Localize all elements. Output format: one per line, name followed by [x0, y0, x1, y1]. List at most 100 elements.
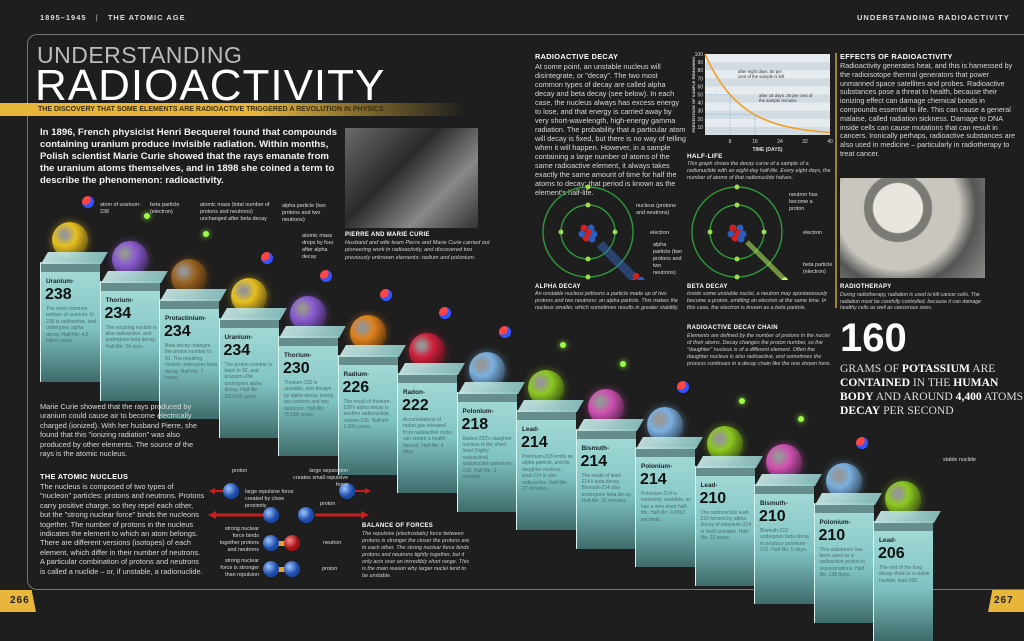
- curie-heading: PIERRE AND MARIE CURIE: [345, 231, 430, 239]
- electron-icon: [613, 230, 618, 235]
- electron-icon: [708, 230, 713, 235]
- label-beta: beta particle (electron): [150, 202, 192, 216]
- electron-icon: [735, 257, 740, 262]
- alpha-nucleus-label: nucleus (protons and neutrons): [636, 203, 678, 217]
- block-top: [220, 308, 287, 320]
- element-name: Bismuth-: [760, 500, 788, 507]
- y-axis-label: PERCENTAGE OF SAMPLE REMAINING: [691, 57, 696, 133]
- alpha-particle-icon: [439, 307, 451, 319]
- nuclide-description: The radionuclide lead-210 formed by alph…: [701, 510, 753, 542]
- halflife-heading: HALF-LIFE: [687, 153, 723, 161]
- beta-particle-label: beta particle (electron): [803, 262, 833, 276]
- page-number-right: 267: [988, 590, 1024, 612]
- beta-particle-icon: [739, 398, 745, 404]
- intro-paragraph: In 1896, French physicist Henri Becquere…: [40, 127, 340, 187]
- block-top: [339, 345, 406, 357]
- nucleon-icon: [583, 235, 590, 242]
- y-tick-label: 90: [697, 60, 703, 66]
- mass-number: 214: [640, 471, 667, 489]
- block-top: [815, 493, 882, 505]
- nuclide-block: Uranium- 234 The proton number is back t…: [219, 318, 279, 438]
- block-top: [755, 474, 822, 486]
- label-large-force: large repulsive force created by close p…: [245, 489, 305, 510]
- label-proton: proton: [322, 566, 337, 573]
- alpha-particle-label: alpha particle (two protons and two neut…: [653, 242, 685, 277]
- arrow-right-icon: [365, 488, 371, 494]
- element-name: Radium-: [344, 371, 370, 378]
- era: 1895–1945: [40, 13, 87, 22]
- beta-particle-icon: [560, 342, 566, 348]
- mass-number: 214: [521, 434, 548, 452]
- element-name: Polonium-: [820, 519, 851, 526]
- alpha-text: An unstable nucleus jettisons a particle…: [535, 291, 683, 312]
- stat-number: 160: [840, 318, 907, 358]
- chapter: THE ATOMIC AGE: [108, 13, 186, 22]
- annotation-text: after 16 days, 25 per cent of the sample…: [759, 93, 817, 104]
- nuclide-block: Protactinium- 234 Beta decay changes the…: [159, 299, 219, 419]
- subtitle: THE DISCOVERY THAT SOME ELEMENTS ARE RAD…: [38, 105, 384, 114]
- nuclide-description: The most common isotope of uranium, U-23…: [46, 306, 98, 344]
- nucleus-heading: THE ATOMIC NUCLEUS: [40, 472, 128, 481]
- label-strong-binds: strong nuclear force binds together prot…: [215, 526, 259, 554]
- block-top: [458, 382, 525, 394]
- nucleon-icon: [738, 236, 745, 243]
- decay-heading: RADIOACTIVE DECAY: [535, 52, 618, 61]
- nuclide-description: The proton number is back to 92, and ura…: [225, 362, 277, 400]
- balance-heading: BALANCE OF FORCES: [362, 522, 433, 530]
- nuclide-block: Uranium- 238 The most common isotope of …: [40, 262, 100, 382]
- nucleon-icon: [732, 235, 739, 242]
- running-header-left: 1895–1945 | THE ATOMIC AGE: [40, 13, 186, 22]
- y-tick-label: 10: [697, 125, 703, 131]
- nuclide-description: Thorium-230 is unstable, and decays by a…: [284, 380, 336, 418]
- element-name: Uranium-: [225, 334, 253, 341]
- effects-text: Radioactivity generates heat, and this i…: [840, 62, 1018, 159]
- nuclide-block: Thorium- 234 The resulting nuclide is al…: [100, 281, 160, 401]
- accent-rule: [835, 53, 837, 308]
- label-mass-drop: atomic mass drops by four after alpha de…: [302, 233, 338, 261]
- nuclide-block: Thorium- 230 Thorium-230 is unstable, an…: [278, 336, 338, 456]
- label-proton: proton: [320, 501, 335, 508]
- nucleon-icon: [589, 236, 596, 243]
- y-tick-label: 70: [697, 76, 703, 82]
- annotation-text: after eight days, 50 per cent of the sam…: [738, 69, 790, 80]
- alpha-particle-icon: [261, 252, 273, 264]
- arrow-left-icon: [209, 488, 215, 494]
- nuclide-block: Bismuth- 214 The result of lead-214's be…: [576, 429, 636, 549]
- block-top: [874, 511, 941, 523]
- page-number-left: 266: [0, 590, 36, 612]
- arrow-left-icon: [208, 511, 216, 519]
- nuclide-description: Bismuth-210 undergoes beta decay to prod…: [760, 528, 812, 554]
- x-tick-label: 8: [729, 139, 732, 145]
- radiotherapy-caption: During radiotherapy, radiation is used t…: [840, 292, 990, 312]
- beta-particle-icon: [798, 416, 804, 422]
- alpha-particle-icon: [856, 437, 868, 449]
- curie-photo: [345, 128, 478, 228]
- nuclide-description: Radon-222's daughter nucleus is the shor…: [463, 436, 515, 481]
- proton-icon: [284, 561, 300, 577]
- x-tick-label: 32: [802, 139, 808, 145]
- proton-icon: [263, 535, 279, 551]
- proton-icon: [263, 561, 279, 577]
- nuclide-description: The result of thorium-230's alpha decay …: [344, 399, 396, 431]
- electron-icon: [762, 230, 767, 235]
- y-tick-label: 60: [697, 84, 703, 90]
- balance-text: The repulsive (electrostatic) force betw…: [362, 531, 472, 580]
- mass-number: 226: [343, 379, 370, 397]
- electron-icon: [586, 185, 591, 190]
- electron-icon: [586, 275, 591, 280]
- label-atom: atom of uranium-238: [100, 202, 145, 216]
- nucleus-text: The nucleus is composed of two types of …: [40, 482, 205, 576]
- alpha-electron-label: electron: [650, 230, 669, 237]
- x-tick-label: 16: [752, 139, 758, 145]
- subtitle-banner: THE DISCOVERY THAT SOME ELEMENTS ARE RAD…: [0, 103, 465, 116]
- block-top: [398, 363, 465, 375]
- element-name: Polonium-: [463, 408, 494, 415]
- x-tick-label: 40: [827, 139, 833, 145]
- mass-number: 210: [759, 508, 786, 526]
- nuclide-description: Accumulations of radon gas released from…: [403, 417, 455, 455]
- decay-text: At some point, an unstable nucleus will …: [535, 62, 687, 197]
- nuclide-block: Lead- 214 Polonium-218 emits an alpha pa…: [516, 410, 576, 530]
- block-top: [101, 271, 168, 283]
- element-name: Lead-: [701, 482, 718, 489]
- annotation: after eight days, 50 per cent of the sam…: [738, 69, 790, 87]
